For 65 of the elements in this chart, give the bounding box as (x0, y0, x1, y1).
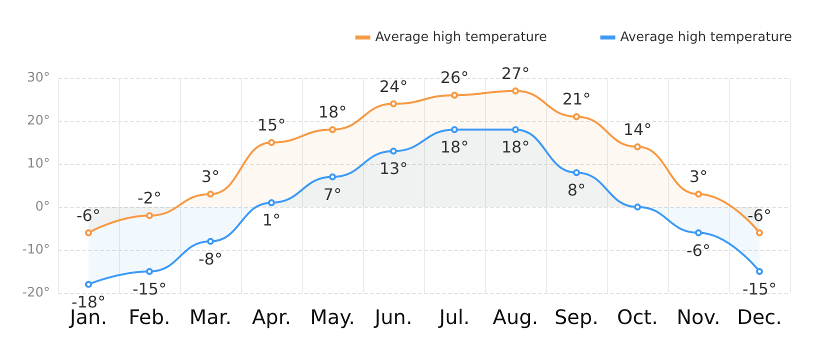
point (85, 280, 92, 288)
x-tick-label: Dec. (736, 305, 782, 329)
x-tick-label: Apr. (252, 305, 292, 329)
data-label: -6° (76, 206, 100, 225)
point (268, 199, 275, 206)
data-label: 18° (440, 138, 469, 157)
point (695, 229, 702, 236)
x-tick-label: Jul. (437, 305, 470, 329)
point (756, 229, 763, 236)
point (634, 143, 641, 150)
point (573, 113, 580, 120)
x-tick-label: Feb. (128, 305, 170, 329)
data-label: 24° (379, 76, 408, 96)
data-label: 7° (323, 184, 342, 204)
x-tick-label: Oct. (617, 305, 658, 329)
point (756, 268, 763, 275)
point (512, 87, 519, 94)
data-label: 3° (201, 167, 220, 186)
point (146, 212, 153, 220)
data-label: -8° (198, 249, 222, 268)
point (451, 126, 458, 134)
point (85, 229, 92, 236)
data-label: 27° (501, 64, 530, 83)
point (390, 148, 397, 155)
data-label: 18° (318, 102, 347, 122)
point (634, 204, 641, 210)
point (573, 169, 580, 176)
y-tick-label: 10° (26, 156, 50, 172)
point (207, 238, 214, 245)
data-label: -6° (748, 206, 772, 225)
data-label: 3° (689, 167, 708, 186)
data-label: 13° (379, 159, 408, 178)
legend-label: Average high temperature (620, 30, 792, 45)
legend-label: Average high temperature (375, 30, 548, 45)
data-label: 1° (262, 210, 281, 230)
y-tick-label: -10° (22, 242, 50, 258)
x-tick-label: Nov. (676, 305, 720, 329)
data-label: 8° (567, 180, 586, 200)
data-label: 18° (501, 138, 530, 157)
data-label: -15° (132, 280, 167, 298)
point (695, 190, 702, 198)
data-label: -2° (138, 188, 162, 208)
data-label: 14° (623, 120, 652, 139)
x-tick-label: Jun. (372, 305, 412, 329)
x-tick-label: Aug. (492, 305, 538, 329)
data-label: 26° (440, 68, 469, 88)
y-tick-label: 30° (26, 70, 50, 86)
point (390, 100, 397, 108)
point (512, 126, 519, 134)
data-label: 15° (257, 116, 286, 134)
point (207, 190, 214, 198)
x-tick-label: Sep. (554, 305, 599, 329)
y-tick-label: 0° (35, 200, 50, 214)
point (451, 92, 458, 99)
data-label: 21° (562, 90, 591, 109)
point (146, 268, 153, 275)
data-label: -15° (742, 280, 777, 298)
data-label: -6° (686, 240, 710, 260)
y-tick-label: -20° (22, 286, 50, 300)
x-tick-label: Mar. (189, 305, 232, 329)
y-tick-label: 20° (26, 114, 50, 128)
point (329, 173, 336, 180)
x-tick-label: May. (310, 305, 355, 329)
point (268, 139, 275, 146)
point (329, 126, 336, 134)
